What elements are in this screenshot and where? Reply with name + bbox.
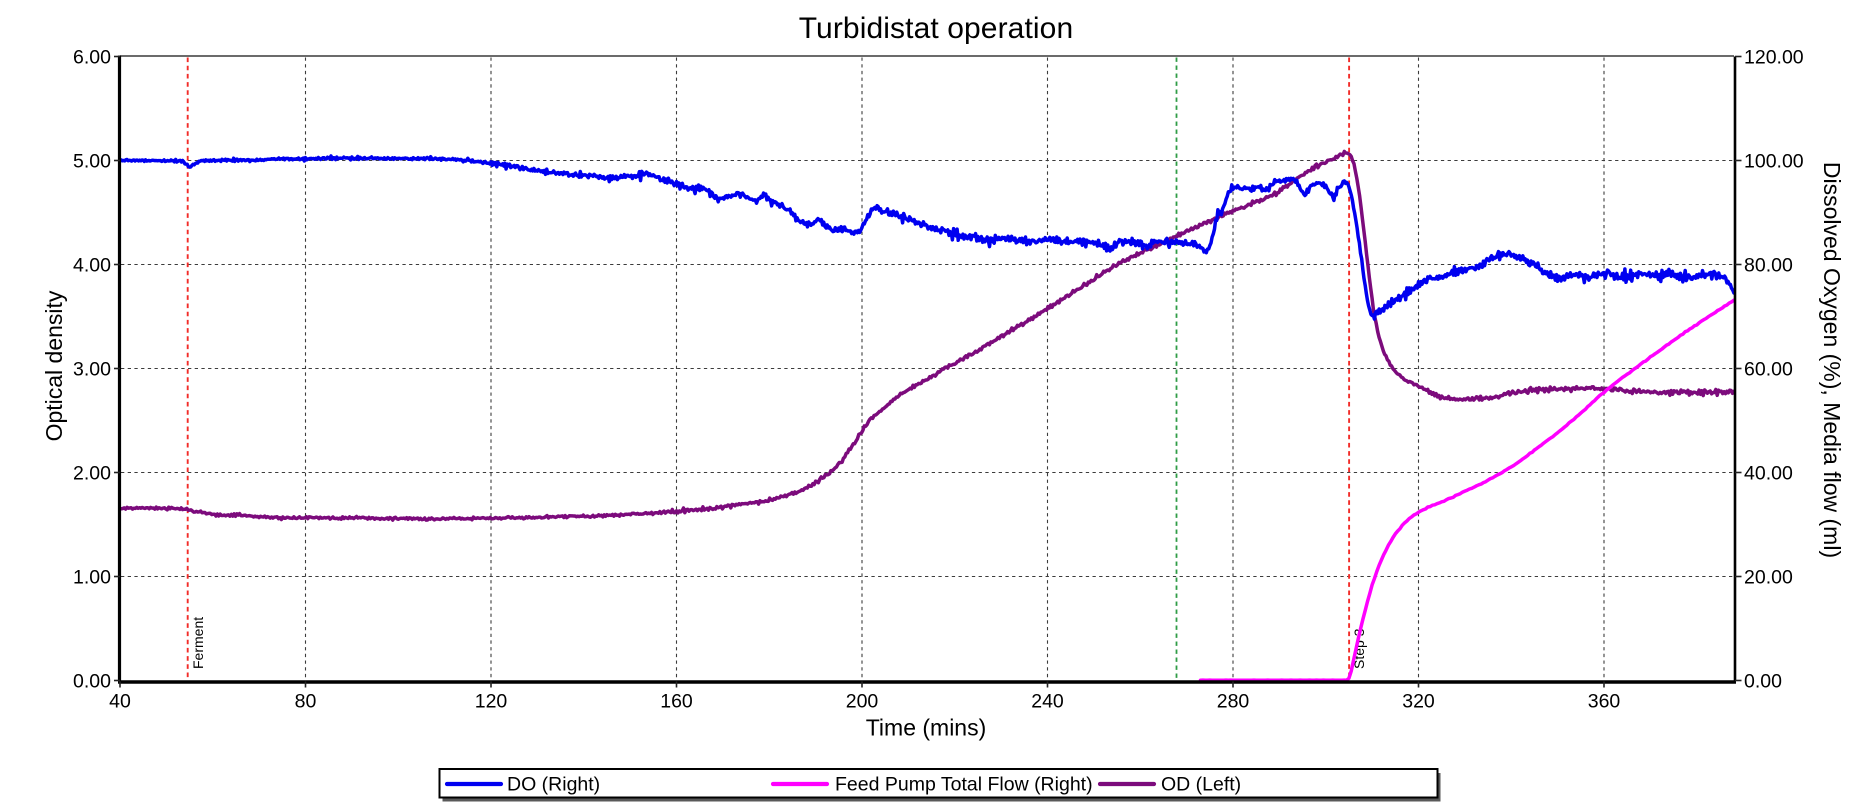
svg-text:2.00: 2.00 bbox=[73, 463, 111, 485]
svg-text:6.00: 6.00 bbox=[73, 47, 111, 69]
svg-text:120: 120 bbox=[475, 691, 508, 713]
svg-text:1.00: 1.00 bbox=[73, 567, 111, 589]
svg-text:Turbidistat operation: Turbidistat operation bbox=[799, 12, 1073, 45]
svg-text:DO (Right): DO (Right) bbox=[507, 774, 600, 796]
svg-text:40: 40 bbox=[109, 691, 131, 713]
svg-text:60.00: 60.00 bbox=[1744, 359, 1793, 381]
svg-text:120.00: 120.00 bbox=[1744, 47, 1804, 69]
svg-text:0.00: 0.00 bbox=[73, 671, 111, 693]
svg-text:80: 80 bbox=[295, 691, 317, 713]
svg-text:240: 240 bbox=[1031, 691, 1064, 713]
svg-text:80.00: 80.00 bbox=[1744, 255, 1793, 277]
svg-text:Feed Pump Total Flow (Right): Feed Pump Total Flow (Right) bbox=[835, 774, 1093, 796]
svg-text:0.00: 0.00 bbox=[1744, 671, 1782, 693]
svg-text:360: 360 bbox=[1588, 691, 1621, 713]
svg-text:20.00: 20.00 bbox=[1744, 567, 1793, 589]
svg-text:OD (Left): OD (Left) bbox=[1161, 774, 1241, 796]
svg-text:100.00: 100.00 bbox=[1744, 151, 1804, 173]
svg-text:Time (mins): Time (mins) bbox=[866, 715, 987, 741]
svg-text:280: 280 bbox=[1217, 691, 1250, 713]
svg-text:3.00: 3.00 bbox=[73, 359, 111, 381]
svg-text:Dissolved Oxygen (%), Media fl: Dissolved Oxygen (%), Media flow (ml) bbox=[1819, 162, 1845, 558]
svg-text:5.00: 5.00 bbox=[73, 151, 111, 173]
svg-text:Ferment: Ferment bbox=[190, 617, 206, 669]
svg-text:4.00: 4.00 bbox=[73, 255, 111, 277]
svg-text:200: 200 bbox=[846, 691, 879, 713]
svg-text:160: 160 bbox=[660, 691, 693, 713]
svg-text:Optical density: Optical density bbox=[41, 290, 67, 441]
svg-text:40.00: 40.00 bbox=[1744, 463, 1793, 485]
svg-text:320: 320 bbox=[1402, 691, 1435, 713]
